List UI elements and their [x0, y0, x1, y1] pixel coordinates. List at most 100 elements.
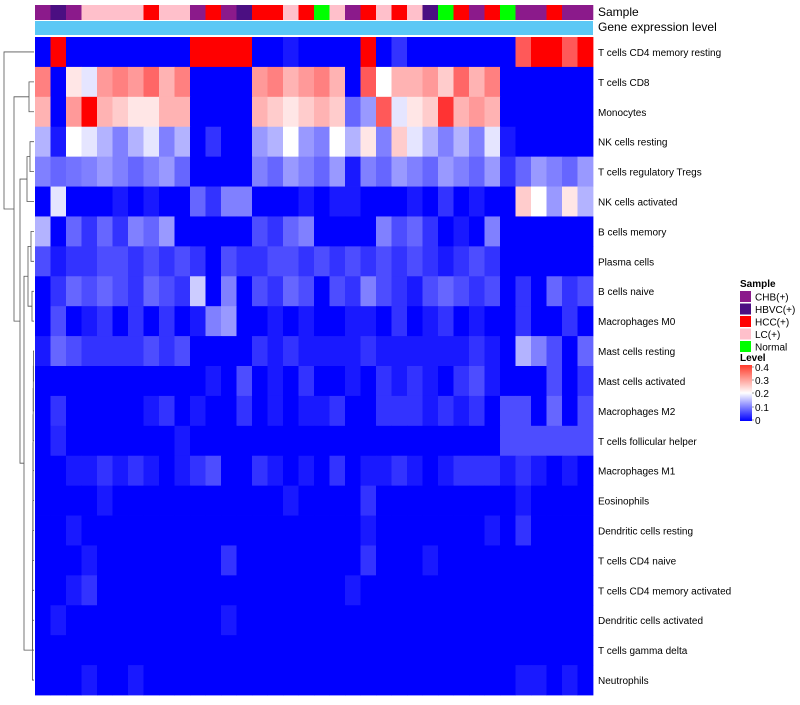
heatmap-cell	[329, 276, 346, 307]
heatmap-cell	[360, 425, 377, 457]
heatmap-cell	[221, 545, 237, 576]
heatmap-cell	[35, 455, 51, 487]
heatmap-cell	[81, 306, 98, 337]
sample-annotation-cell	[329, 5, 346, 20]
heatmap-cell	[35, 395, 51, 427]
heatmap-cell	[35, 605, 51, 636]
heatmap-cell	[267, 515, 284, 546]
heatmap-cell	[267, 545, 284, 576]
heatmap-cell	[314, 37, 330, 68]
heatmap-cell	[515, 66, 532, 98]
heatmap-cell	[236, 96, 253, 128]
heatmap-cell	[329, 336, 346, 367]
heatmap-cell	[360, 336, 377, 367]
heatmap-cell	[97, 186, 113, 217]
heatmap-cell	[577, 395, 594, 427]
heatmap-cell	[329, 306, 346, 337]
heatmap-cell	[112, 336, 129, 367]
heatmap-cell	[438, 66, 454, 98]
heatmap-cell	[112, 665, 129, 696]
heatmap-cell	[546, 605, 563, 636]
heatmap-cell	[469, 425, 485, 457]
row-label: Eosinophils	[598, 497, 649, 508]
heatmap-cell	[438, 216, 454, 247]
sample-annotation-cell	[407, 5, 423, 20]
heatmap-cell	[577, 37, 594, 68]
heatmap-cell	[35, 276, 51, 307]
heatmap-cell	[515, 665, 532, 696]
heatmap-cell	[391, 395, 408, 427]
heatmap-cell	[205, 515, 222, 546]
heatmap-cell	[577, 545, 594, 576]
heatmap-cell	[66, 395, 82, 427]
heatmap-cell	[236, 276, 253, 307]
heatmap-cell	[469, 575, 485, 606]
heatmap-cell	[562, 425, 578, 457]
heatmap-cell	[50, 246, 67, 277]
heatmap-cell	[577, 156, 594, 187]
sample-annotation-cell	[66, 5, 82, 20]
heatmap-cell	[81, 186, 98, 217]
heatmap-cell	[484, 96, 501, 128]
heatmap-cell	[515, 545, 532, 576]
heatmap-cell	[50, 336, 67, 367]
heatmap-cell	[391, 276, 408, 307]
heatmap-cell	[546, 575, 563, 606]
heatmap-cell	[546, 395, 563, 427]
heatmap-cell	[35, 545, 51, 576]
heatmap-cell	[546, 425, 563, 457]
heatmap-cell	[267, 186, 284, 217]
heatmap-cell	[221, 395, 237, 427]
heatmap-cell	[562, 515, 578, 546]
heatmap-cell	[174, 485, 191, 516]
heatmap-cell	[252, 336, 268, 367]
heatmap-cell	[329, 395, 346, 427]
heatmap-cell	[469, 366, 485, 397]
heatmap-cell	[345, 156, 361, 187]
heatmap-cell	[345, 455, 361, 487]
heatmap-cell	[35, 366, 51, 397]
heatmap-cell	[562, 66, 578, 98]
heatmap-cell	[314, 156, 330, 187]
heatmap-cell	[531, 635, 547, 666]
heatmap-cell	[205, 96, 222, 128]
heatmap-cell	[190, 485, 206, 516]
heatmap-cell	[422, 665, 439, 696]
heatmap-cell	[329, 246, 346, 277]
heatmap-cell	[314, 425, 330, 457]
heatmap-cell	[252, 545, 268, 576]
heatmap-cell	[143, 515, 160, 546]
heatmap-cell	[438, 96, 454, 128]
heatmap-cell	[50, 515, 67, 546]
heatmap-cell	[236, 336, 253, 367]
heatmap-cell	[376, 366, 392, 397]
heatmap-cell	[81, 216, 98, 247]
heatmap-cell	[422, 455, 439, 487]
heatmap-cell	[143, 96, 160, 128]
heatmap-cell	[577, 216, 594, 247]
heatmap-cell	[345, 395, 361, 427]
heatmap-cell	[143, 126, 160, 158]
sample-legend-swatch	[740, 291, 751, 302]
heatmap-cell	[236, 216, 253, 247]
sample-annotation-cell	[143, 5, 160, 20]
heatmap-cell	[50, 455, 67, 487]
heatmap-cell	[236, 605, 253, 636]
sample-annotation-cell	[500, 5, 516, 20]
heatmap-cell	[97, 336, 113, 367]
heatmap-cell	[500, 605, 516, 636]
heatmap-cell	[205, 485, 222, 516]
heatmap-cell	[577, 425, 594, 457]
heatmap-cell	[205, 246, 222, 277]
heatmap-cell	[66, 425, 82, 457]
heatmap-cell	[314, 246, 330, 277]
heatmap-cell	[267, 635, 284, 666]
heatmap-cell	[469, 96, 485, 128]
heatmap-cell	[422, 425, 439, 457]
heatmap-cell	[484, 186, 501, 217]
heatmap-cell	[500, 246, 516, 277]
sample-annotation-cell	[422, 5, 439, 20]
heatmap-cell	[128, 216, 144, 247]
heatmap-cell	[35, 336, 51, 367]
